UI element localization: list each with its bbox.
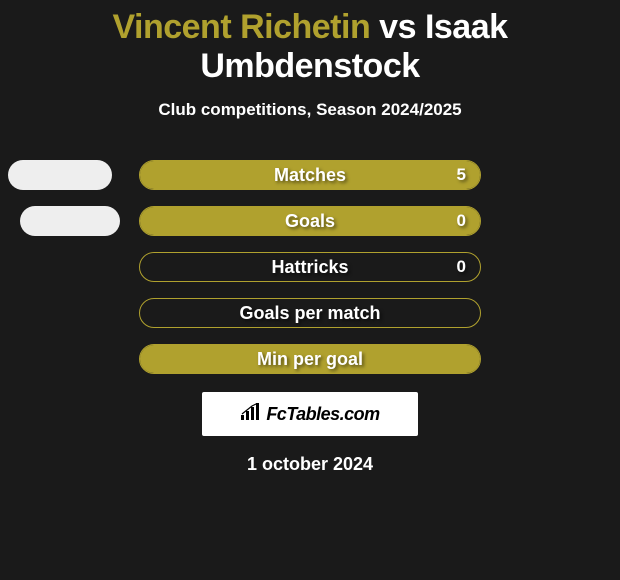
subtitle: Club competitions, Season 2024/2025	[0, 100, 620, 120]
stat-value: 0	[457, 207, 466, 235]
pill-right	[500, 206, 600, 236]
stat-bar: Goals0	[139, 206, 481, 236]
stat-bar: Goals per match	[139, 298, 481, 328]
date-text: 1 october 2024	[0, 454, 620, 475]
stat-label: Goals per match	[140, 299, 480, 327]
stats-block: Matches5Goals0Hattricks0Goals per matchM…	[0, 160, 620, 374]
comparison-card: Vincent Richetin vs Isaak Umbdenstock Cl…	[0, 0, 620, 580]
stat-row: Matches5	[0, 160, 620, 190]
stat-label: Min per goal	[140, 345, 480, 373]
stat-label: Hattricks	[140, 253, 480, 281]
stat-row: Min per goal	[0, 344, 620, 374]
pill-right	[488, 160, 592, 190]
stat-row: Hattricks0	[0, 252, 620, 282]
pill-left	[20, 206, 120, 236]
brand-text: FcTables.com	[266, 404, 379, 425]
player-left-name: Vincent Richetin	[112, 8, 370, 46]
vs-text: vs	[379, 8, 416, 46]
page-title: Vincent Richetin vs Isaak Umbdenstock	[0, 0, 620, 86]
stat-bar: Hattricks0	[139, 252, 481, 282]
brand-badge: FcTables.com	[202, 392, 418, 436]
chart-icon	[240, 403, 262, 426]
stat-bar: Matches5	[139, 160, 481, 190]
stat-row: Goals per match	[0, 298, 620, 328]
stat-label: Goals	[140, 207, 480, 235]
pill-left	[8, 160, 112, 190]
stat-label: Matches	[140, 161, 480, 189]
stat-value: 0	[457, 253, 466, 281]
stat-bar: Min per goal	[139, 344, 481, 374]
stat-row: Goals0	[0, 206, 620, 236]
stat-value: 5	[457, 161, 466, 189]
